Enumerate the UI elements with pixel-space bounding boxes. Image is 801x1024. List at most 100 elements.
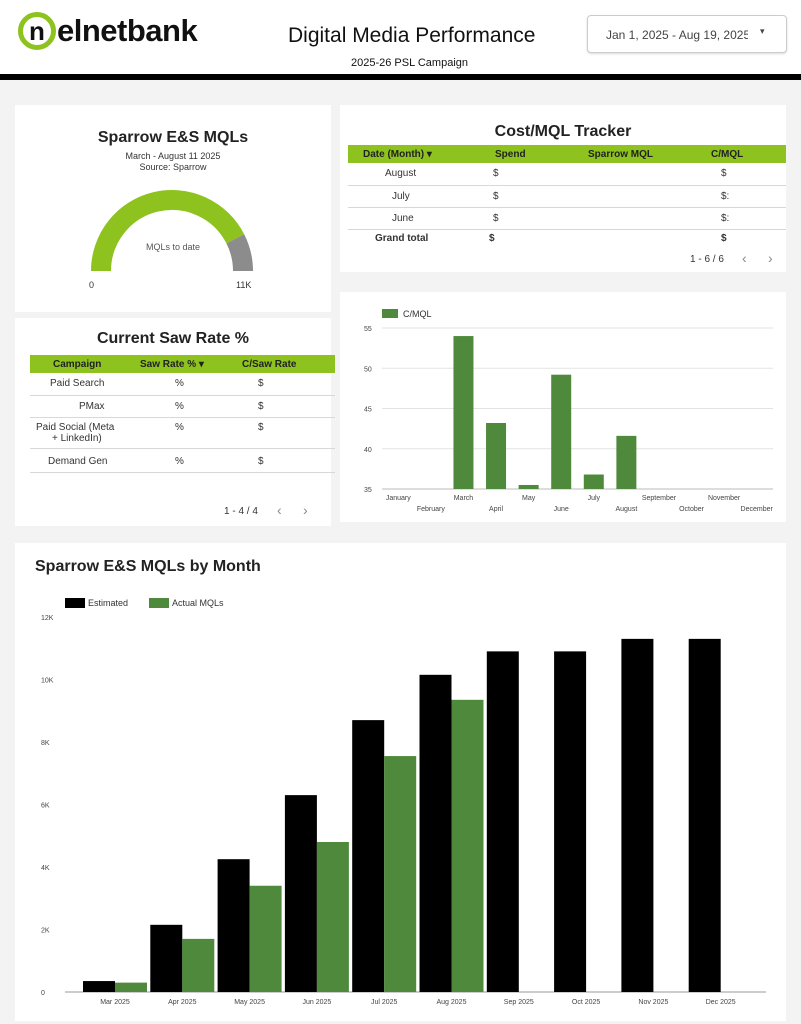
bar-actual [249, 885, 282, 992]
col-spend[interactable]: Spend [495, 149, 526, 160]
table-header [348, 145, 786, 163]
mqls-by-month-card: Sparrow E&S MQLs by Month 0 2K 4K 6K 8K 10K 12… [15, 543, 786, 1021]
y-tick-label: 12K [41, 615, 54, 622]
x-tick-label: Dec 2025 [706, 999, 736, 1006]
x-tick-label: Sep 2025 [504, 999, 534, 1006]
y-tick-label: 8K [41, 740, 50, 747]
x-tick-label: Oct 2025 [572, 999, 601, 1006]
saw-rate-card: Current Saw Rate % Campaign Saw Rate % ▾… [15, 318, 335, 526]
sort-desc-icon: ▾ [198, 359, 204, 370]
grand-total-spend: $ [489, 233, 495, 244]
date-range-value: Jan 1, 2025 - Aug 19, 2025 [606, 28, 748, 42]
bar-estimated [554, 651, 587, 992]
bar [616, 435, 637, 489]
next-page-icon[interactable]: › [303, 502, 308, 518]
gauge-center-label: MQLs to date [145, 242, 201, 252]
saw-rate-title: Current Saw Rate % [96, 330, 250, 347]
x-tick-label: April [489, 506, 503, 513]
gauge-filled-arc [91, 190, 245, 272]
table-row-month: June [392, 213, 414, 224]
bar-estimated [621, 638, 654, 992]
gauge-remaining-arc [226, 234, 253, 272]
chevron-down-icon: ▾ [760, 26, 765, 36]
legend-label-estimated: Estimated [88, 598, 128, 608]
next-page-icon[interactable]: › [768, 250, 773, 266]
cost-per-mql-chart: 35 40 45 50 55 January February March April May Ju… [364, 309, 774, 513]
bar-actual [182, 938, 215, 992]
legend-label-actual: Actual MQLs [172, 598, 224, 608]
table-row-rate: % [175, 378, 184, 389]
table-header [30, 355, 335, 373]
prev-page-icon[interactable]: ‹ [277, 502, 282, 518]
col-saw-rate[interactable]: Saw Rate % ▾ [140, 359, 204, 370]
x-tick-label: May [522, 495, 536, 502]
row-divider [348, 207, 786, 208]
gauge-source-note: Source: Sparrow [139, 162, 207, 172]
legend-swatch-actual [149, 598, 169, 608]
gauge-max-label: 11K [236, 280, 252, 290]
y-tick-label: 4K [41, 865, 50, 872]
table-row-spend: $ [493, 191, 499, 202]
x-tick-label: July [588, 495, 601, 502]
y-tick-label: 10K [41, 678, 54, 685]
gauge-min-label: 0 [89, 280, 95, 290]
table-row-cmql: $: [721, 191, 730, 202]
col-cost-saw-rate[interactable]: C/Saw Rate [242, 359, 297, 370]
saw-rate-table: Campaign Saw Rate % ▾ C/Saw Rate Paid Se… [30, 355, 335, 495]
cost-tracker-table: Date (Month) ▾ Spend Sparrow MQL C/MQL A… [348, 145, 786, 250]
logo-text: elnetbank [57, 13, 198, 48]
col-date-month[interactable]: Date (Month) ▾ [363, 149, 432, 160]
saw-rate-pager: 1 - 4 / 4 [224, 506, 258, 517]
table-row-campaign-cont: + LinkedIn) [52, 433, 102, 444]
row-divider [30, 395, 335, 396]
page-subtitle: 2025-26 PSL Campaign [351, 57, 469, 69]
x-tick-label: Apr 2025 [168, 999, 197, 1006]
x-tick-label: June [554, 506, 569, 513]
x-tick-label: Nov 2025 [638, 999, 668, 1006]
bar-actual [115, 982, 147, 992]
bar-estimated [688, 638, 721, 992]
table-row-cmql: $ [721, 168, 727, 179]
x-tick-label: Aug 2025 [437, 999, 467, 1006]
cost-mql-tracker-card: Cost/MQL Tracker Date (Month) ▾ Spend Sp… [340, 105, 786, 272]
table-row-month: August [385, 168, 417, 179]
table-row-cmql: $: [721, 213, 730, 224]
y-tick-label: 50 [364, 366, 372, 373]
mqls-by-month-chart: 0 2K 4K 6K 8K 10K 12K Mar 2025 Apr 2025 May 2025 J… [41, 598, 766, 1006]
bar-estimated [83, 981, 115, 992]
table-row-rate: % [175, 422, 184, 433]
table-row-campaign: Paid Social (Meta [36, 422, 115, 433]
x-tick-label: Jul 2025 [371, 999, 398, 1006]
gauge-date-note: March - August 11 2025 [125, 151, 221, 161]
bar [551, 374, 572, 489]
table-row-month: July [392, 191, 410, 202]
bar-estimated [217, 859, 250, 992]
y-tick-label: 35 [364, 487, 372, 494]
prev-page-icon[interactable]: ‹ [742, 250, 747, 266]
date-range-picker[interactable]: Jan 1, 2025 - Aug 19, 2025 ▾ [587, 15, 787, 53]
col-c-mql[interactable]: C/MQL [711, 149, 744, 160]
x-tick-label: March [454, 495, 474, 502]
bar-actual [384, 756, 417, 992]
x-tick-label: Jun 2025 [302, 999, 331, 1006]
y-tick-label: 45 [364, 407, 372, 414]
table-row-rate: % [175, 401, 184, 412]
legend-swatch-estimated [65, 598, 85, 608]
bar [486, 422, 507, 489]
table-row-campaign: Paid Search [50, 378, 105, 389]
report-header: n elnetbank Digital Media Performance 20… [0, 0, 801, 78]
bar [518, 484, 539, 489]
col-sparrow-mql[interactable]: Sparrow MQL [588, 149, 654, 160]
y-tick-label: 55 [364, 326, 372, 333]
row-divider [30, 417, 335, 418]
table-row-cost: $ [258, 422, 264, 433]
grand-total-label: Grand total [375, 233, 429, 244]
row-divider [348, 229, 786, 230]
mql-gauge-card: Sparrow E&S MQLs March - August 11 2025 … [15, 105, 331, 312]
col-campaign[interactable]: Campaign [53, 359, 102, 370]
table-row-cost: $ [258, 378, 264, 389]
gauge-title: Sparrow E&S MQLs [97, 129, 249, 146]
x-tick-label: December [741, 506, 774, 513]
y-tick-label: 2K [41, 928, 50, 935]
table-row-rate: % [175, 456, 184, 467]
